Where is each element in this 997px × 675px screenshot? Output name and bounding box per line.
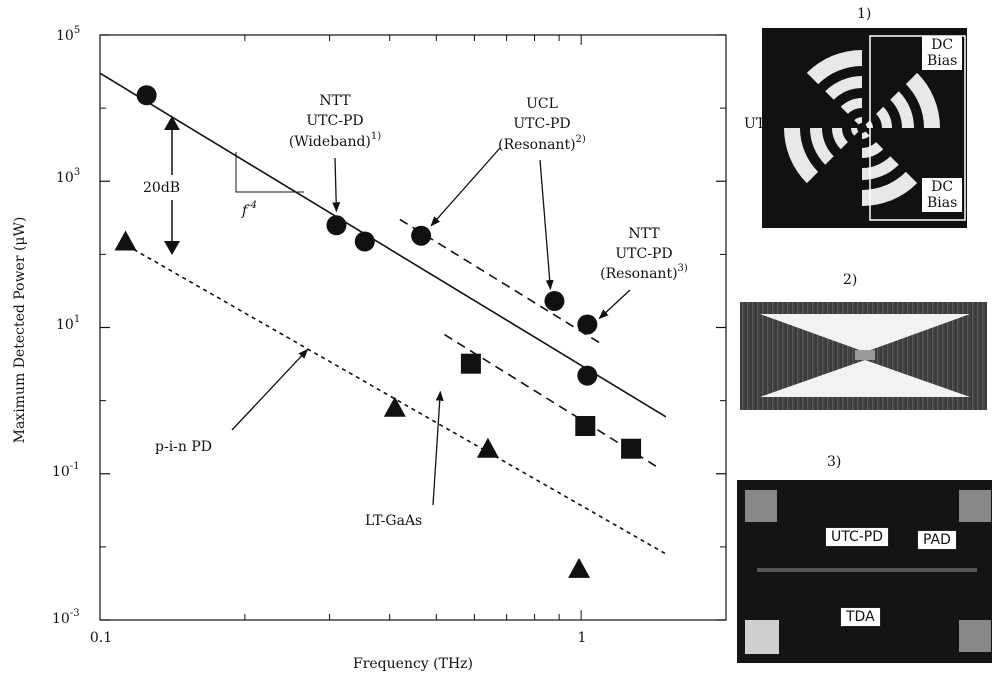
label-pin-pd: p-i-n PD <box>155 439 212 455</box>
inset-photo-2 <box>740 302 987 410</box>
svg-text:UTC-PD: UTC-PD <box>615 246 672 262</box>
svg-text:UCL: UCL <box>526 96 558 112</box>
arrow-pin-pd <box>231 348 309 431</box>
label-slope: f-4 <box>241 200 257 219</box>
circle-point <box>411 225 432 246</box>
svg-text:UTC-PD: UTC-PD <box>306 113 363 129</box>
pad-top-right <box>959 490 991 522</box>
pad-bottom-left <box>745 620 779 654</box>
svg-text:NTT: NTT <box>319 93 351 109</box>
data-points <box>114 85 642 578</box>
pad-label: PAD <box>917 530 957 550</box>
gap-arrow <box>164 116 180 255</box>
fit-lines <box>99 72 667 555</box>
circle-point <box>326 215 347 236</box>
circuit-trace <box>757 568 977 572</box>
svg-text:UTC-PD: UTC-PD <box>513 116 570 132</box>
square-point <box>460 353 481 374</box>
circle-point <box>577 314 598 335</box>
y-tick-label-1e3: 103 <box>56 167 80 186</box>
triangle-point <box>568 557 591 578</box>
y-tick-label-1e5: 105 <box>56 25 80 44</box>
pad-bottom-right <box>959 620 991 652</box>
circle-point <box>354 231 375 252</box>
utc-pd-label: UTC-PD <box>825 527 890 547</box>
label-ntt-wideband: NTT UTC-PD (Wideband)1) <box>289 93 381 150</box>
bowtie-antenna-image <box>760 314 970 397</box>
square-point <box>621 438 642 459</box>
pad-top-left <box>745 490 777 522</box>
arrow-lt-gaas <box>432 390 444 506</box>
panel-1-number: 1) <box>857 6 872 22</box>
triangle-point <box>476 437 499 458</box>
panel-1-side-text: UT <box>744 116 766 132</box>
dotted-fit-line <box>119 240 667 555</box>
dc-bias-top-label: DC Bias <box>922 36 963 70</box>
slope-triangle <box>235 152 304 193</box>
svg-text:(Wideband)1): (Wideband)1) <box>289 131 381 150</box>
label-20db: 20dB <box>143 180 180 196</box>
y-tick-label-1e-3: 10-3 <box>52 608 80 627</box>
arrow-ntt-wideband <box>332 157 341 213</box>
square-point <box>575 415 596 436</box>
main-chart: 105 103 101 10-1 10-3 0.1 1 Frequency (T… <box>12 25 727 672</box>
annotation-arrows <box>231 147 631 506</box>
dashed-fit-line <box>399 218 602 345</box>
svg-text:NTT: NTT <box>628 226 660 242</box>
circle-point <box>577 365 598 386</box>
x-tick-label-1: 1 <box>578 630 587 646</box>
triangle-point <box>114 230 137 251</box>
axis-ticks <box>100 34 727 621</box>
tda-label: TDA <box>840 607 881 627</box>
plot-frame <box>99 34 727 621</box>
circle-point <box>544 291 565 312</box>
dc-bias-bottom-label: DC Bias <box>922 178 963 212</box>
arrow-ntt-resonant <box>598 289 631 320</box>
label-ntt-resonant: NTT UTC-PD (Resonant)3) <box>600 226 688 282</box>
y-tick-label-1e1: 101 <box>56 314 80 333</box>
panel-2-number: 2) <box>843 272 858 288</box>
circle-point <box>136 85 157 106</box>
arrow-ucl-to-point <box>430 147 501 227</box>
y-axis-label: Maximum Detected Power (μW) <box>12 217 28 444</box>
inset-photo-1: DC Bias DC Bias <box>762 28 967 228</box>
arrow-ucl-to-series <box>539 159 554 291</box>
label-ucl-resonant: UCL UTC-PD (Resonant)2) <box>498 96 586 153</box>
svg-text:(Resonant)3): (Resonant)3) <box>600 263 688 282</box>
label-lt-gaas: LT-GaAs <box>365 513 422 529</box>
x-tick-label-0.1: 0.1 <box>90 630 112 646</box>
inset-photo-3: UTC-PD PAD TDA <box>737 480 992 663</box>
panel-3-number: 3) <box>827 454 842 470</box>
x-axis-label: Frequency (THz) <box>353 656 473 672</box>
solid-fit-line <box>99 72 667 418</box>
triangle-point <box>383 396 406 417</box>
y-tick-label-1e-1: 10-1 <box>52 461 80 480</box>
svg-text:(Resonant)2): (Resonant)2) <box>498 134 586 153</box>
